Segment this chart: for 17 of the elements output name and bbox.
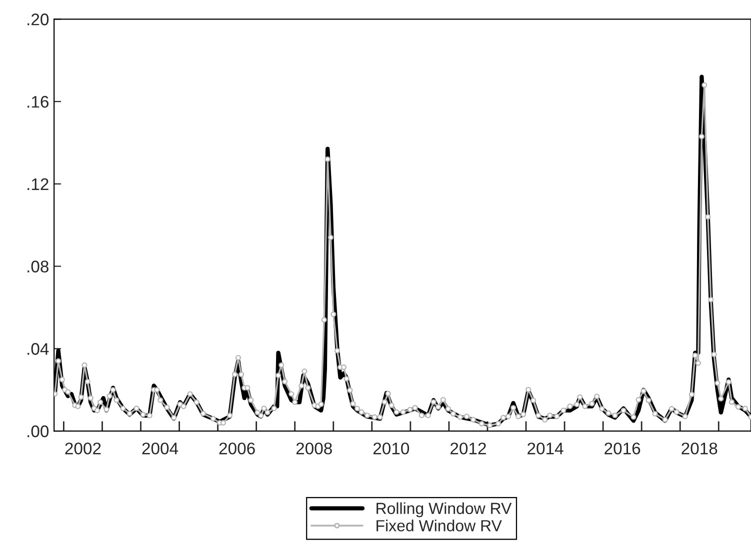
y-tick-label: .16 [28,96,48,108]
x-tick-label: 2016 [604,442,640,454]
x-tick-label: 2010 [373,442,410,454]
x-tick-label: 2004 [142,442,178,454]
y-tick-label: .08 [28,260,48,272]
x-tick-label: 2002 [65,442,101,454]
legend-label: Rolling Window RV [376,502,512,518]
y-tick-label: .20 [28,14,49,26]
y-tick-label: .00 [28,425,49,438]
legend-label: Fixed Window RV [376,520,502,532]
y-tick-label: .12 [28,178,48,190]
y-tick-label: .04 [28,343,49,355]
x-tick-label: 2018 [682,442,718,454]
x-tick-label: 2012 [450,442,486,454]
x-tick-label: 2008 [296,442,332,454]
x-tick-label: 2006 [219,442,255,454]
x-tick-label: 2014 [528,442,564,454]
